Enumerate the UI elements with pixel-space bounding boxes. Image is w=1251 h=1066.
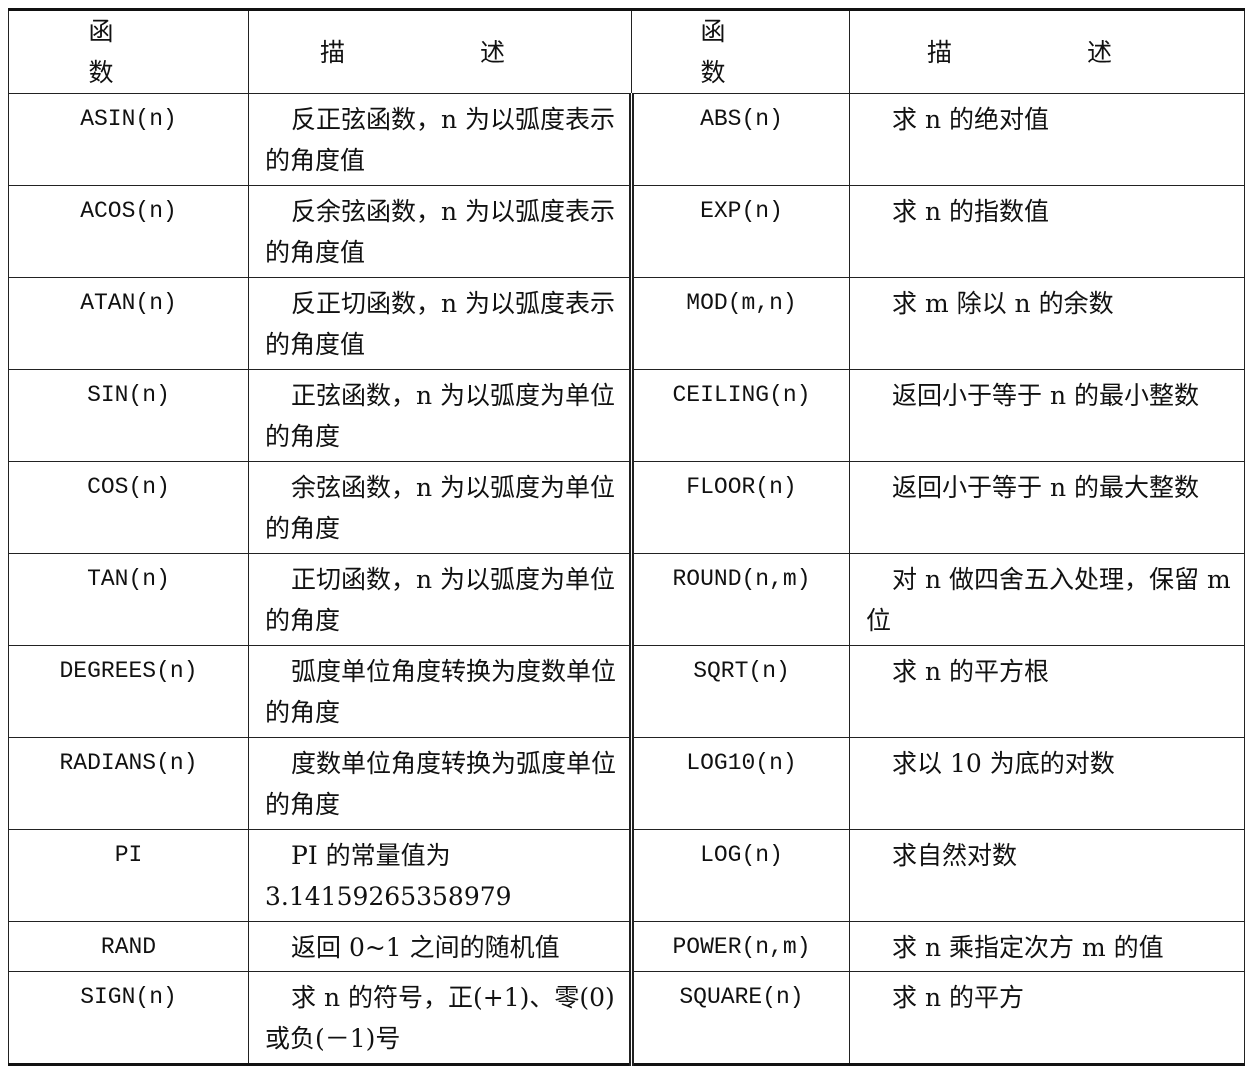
left-fn-cell: SIN(n) bbox=[8, 369, 249, 462]
left-fn-cell: TAN(n) bbox=[8, 553, 249, 646]
right-fn-cell: CEILING(n) bbox=[631, 369, 850, 462]
left-desc-cell: 反正弦函数，n 为以弧度表示的角度值 bbox=[248, 93, 634, 186]
table-row: ACOS(n) 反余弦函数，n 为以弧度表示的角度值 EXP(n) 求 n 的指数值 bbox=[8, 185, 1245, 278]
right-fn-cell: ROUND(n,m) bbox=[631, 553, 850, 646]
left-desc-cell: 余弦函数，n 为以弧度为单位的角度 bbox=[248, 461, 634, 554]
table-row: COS(n) 余弦函数，n 为以弧度为单位的角度 FLOOR(n) 返回小于等于 n … bbox=[8, 461, 1245, 554]
table-row: ASIN(n) 反正弦函数，n 为以弧度表示的角度值 ABS(n) 求 n 的绝对值 bbox=[8, 93, 1245, 186]
math-functions-table: 函 数 描 述 函 数 描 述 ASIN(n) 反正弦函数，n 为以弧度表示的角度… bbox=[8, 8, 1245, 1066]
right-desc-cell: 求 n 的绝对值 bbox=[849, 93, 1245, 186]
right-fn-cell: FLOOR(n) bbox=[631, 461, 850, 554]
table-row: ATAN(n) 反正切函数，n 为以弧度表示的角度值 MOD(m,n) 求 m 除以 … bbox=[8, 277, 1245, 370]
table-row: PI PI 的常量值为 3.14159265358979 LOG(n) 求自然对数 bbox=[8, 829, 1245, 922]
right-desc-cell: 求 m 除以 n 的余数 bbox=[849, 277, 1245, 370]
right-fn-cell: LOG10(n) bbox=[631, 737, 850, 830]
header-description-left: 描 述 bbox=[248, 9, 632, 94]
left-desc-cell: PI 的常量值为 3.14159265358979 bbox=[248, 829, 634, 922]
table-row: RAND 返回 0~1 之间的随机值 POWER(n,m) 求 n 乘指定次方 m 的… bbox=[8, 921, 1245, 972]
right-fn-cell: SQUARE(n) bbox=[631, 971, 850, 1065]
left-desc-cell: 弧度单位角度转换为度数单位的角度 bbox=[248, 645, 634, 738]
left-fn-cell: ASIN(n) bbox=[8, 93, 249, 186]
right-desc-cell: 求自然对数 bbox=[849, 829, 1245, 922]
left-fn-cell: ACOS(n) bbox=[8, 185, 249, 278]
left-desc-cell: 正切函数，n 为以弧度为单位的角度 bbox=[248, 553, 634, 646]
left-fn-cell: SIGN(n) bbox=[8, 971, 249, 1065]
right-desc-cell: 返回小于等于 n 的最小整数 bbox=[849, 369, 1245, 462]
table-row: TAN(n) 正切函数，n 为以弧度为单位的角度 ROUND(n,m) 对 n 做四舍… bbox=[8, 553, 1245, 646]
left-fn-cell: PI bbox=[8, 829, 249, 922]
table-row: RADIANS(n) 度数单位角度转换为弧度单位的角度 LOG10(n) 求以 10 … bbox=[8, 737, 1245, 830]
left-desc-cell: 反余弦函数，n 为以弧度表示的角度值 bbox=[248, 185, 634, 278]
right-fn-cell: MOD(m,n) bbox=[631, 277, 850, 370]
right-fn-cell: EXP(n) bbox=[631, 185, 850, 278]
left-desc-cell: 正弦函数，n 为以弧度为单位的角度 bbox=[248, 369, 634, 462]
right-desc-cell: 求 n 的平方 bbox=[849, 971, 1245, 1065]
right-fn-cell: SQRT(n) bbox=[631, 645, 850, 738]
table-row: SIN(n) 正弦函数，n 为以弧度为单位的角度 CEILING(n) 返回小于等于 … bbox=[8, 369, 1245, 462]
header-function-right: 函 数 bbox=[631, 9, 850, 94]
right-desc-cell: 求 n 的指数值 bbox=[849, 185, 1245, 278]
right-desc-cell: 求以 10 为底的对数 bbox=[849, 737, 1245, 830]
right-fn-cell: LOG(n) bbox=[631, 829, 850, 922]
left-desc-cell: 度数单位角度转换为弧度单位的角度 bbox=[248, 737, 634, 830]
left-desc-cell: 反正切函数，n 为以弧度表示的角度值 bbox=[248, 277, 634, 370]
left-fn-cell: DEGREES(n) bbox=[8, 645, 249, 738]
table-row: DEGREES(n) 弧度单位角度转换为度数单位的角度 SQRT(n) 求 n 的平方… bbox=[8, 645, 1245, 738]
right-desc-cell: 返回小于等于 n 的最大整数 bbox=[849, 461, 1245, 554]
table-row: SIGN(n) 求 n 的符号，正(+1)、零(0)或负(－1)号 SQUARE(n… bbox=[8, 971, 1245, 1065]
left-fn-cell: ATAN(n) bbox=[8, 277, 249, 370]
left-desc-cell: 返回 0~1 之间的随机值 bbox=[248, 921, 634, 972]
right-fn-cell: ABS(n) bbox=[631, 93, 850, 186]
left-fn-cell: RADIANS(n) bbox=[8, 737, 249, 830]
left-fn-cell: COS(n) bbox=[8, 461, 249, 554]
right-desc-cell: 求 n 乘指定次方 m 的值 bbox=[849, 921, 1245, 972]
header-row: 函 数 描 述 函 数 描 述 bbox=[8, 9, 1245, 94]
right-desc-cell: 对 n 做四舍五入处理，保留 m 位 bbox=[849, 553, 1245, 646]
header-function-left: 函 数 bbox=[8, 9, 249, 94]
right-desc-cell: 求 n 的平方根 bbox=[849, 645, 1245, 738]
header-description-right: 描 述 bbox=[849, 9, 1245, 94]
right-fn-cell: POWER(n,m) bbox=[631, 921, 850, 972]
left-desc-cell: 求 n 的符号，正(+1)、零(0)或负(－1)号 bbox=[248, 971, 634, 1065]
left-fn-cell: RAND bbox=[8, 921, 249, 972]
